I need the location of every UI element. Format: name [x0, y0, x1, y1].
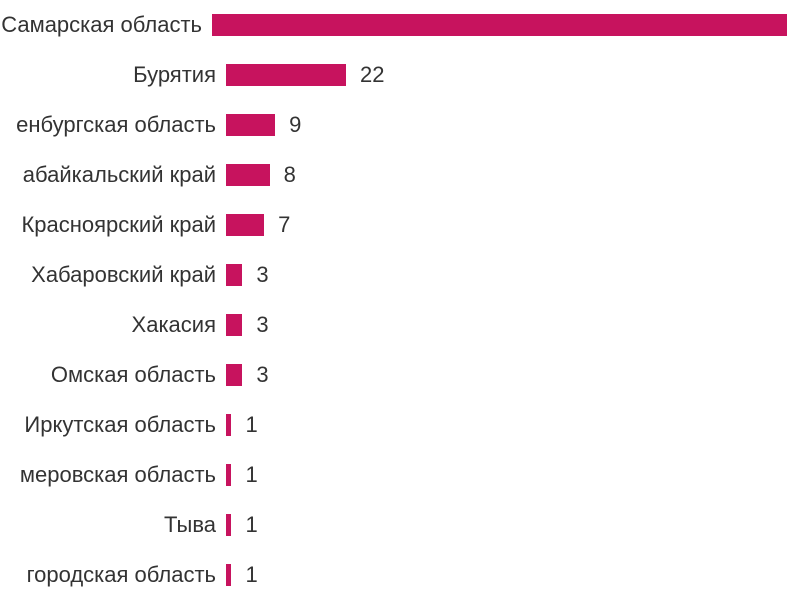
chart-row: Красноярский край 7	[0, 200, 801, 250]
chart-row: меровская область1	[0, 450, 801, 500]
bar	[212, 14, 787, 36]
chart-row: абайкальский край 8	[0, 150, 801, 200]
bar-label: городская область	[0, 562, 226, 588]
bar-area: 7	[226, 200, 801, 250]
bar-area: 3	[226, 350, 801, 400]
bar-label: Омская область	[0, 362, 226, 388]
bar-area: 8	[226, 150, 801, 200]
bar-value: 7	[264, 212, 290, 238]
bar	[226, 214, 264, 236]
bar-area	[212, 0, 801, 50]
bar	[226, 164, 270, 186]
bar-label: Бурятия	[0, 62, 226, 88]
bar	[226, 64, 346, 86]
bar-value: 9	[275, 112, 301, 138]
bar-value: 1	[231, 462, 257, 488]
bar	[226, 264, 242, 286]
bar-area: 1	[226, 400, 801, 450]
chart-row: Тыва1	[0, 500, 801, 550]
bar-area: 22	[226, 50, 801, 100]
bar-value: 1	[231, 412, 257, 438]
chart-row: Бурятия 22	[0, 50, 801, 100]
bar-area: 3	[226, 250, 801, 300]
bar-area: 3	[226, 300, 801, 350]
bar-value: 3	[242, 262, 268, 288]
bar-label: Иркутская область	[0, 412, 226, 438]
chart-row: Хакасия 3	[0, 300, 801, 350]
chart-row: городская область1	[0, 550, 801, 600]
bar-label: меровская область	[0, 462, 226, 488]
bar	[226, 364, 242, 386]
bar-label: енбургская область	[0, 112, 226, 138]
bar-area: 1	[226, 550, 801, 600]
bar	[226, 314, 242, 336]
chart-row: Самарская область	[0, 0, 801, 50]
bar	[226, 114, 275, 136]
chart-row: Иркутская область1	[0, 400, 801, 450]
bar-label: Красноярский край	[0, 212, 226, 238]
bar-value: 8	[270, 162, 296, 188]
bar-label: Самарская область	[0, 12, 212, 38]
horizontal-bar-chart: Самарская область Бурятия 22 енбургская обл…	[0, 0, 801, 601]
bar-value: 3	[242, 312, 268, 338]
bar-label: Хакасия	[0, 312, 226, 338]
bar-area: 1	[226, 500, 801, 550]
chart-row: Хабаровский край 3	[0, 250, 801, 300]
bar-value: 1	[231, 512, 257, 538]
bar-value: 1	[231, 562, 257, 588]
bar-value: 3	[242, 362, 268, 388]
bar-label: Хабаровский край	[0, 262, 226, 288]
bar-area: 9	[226, 100, 801, 150]
bar-label: Тыва	[0, 512, 226, 538]
chart-row: Омская область 3	[0, 350, 801, 400]
bar-area: 1	[226, 450, 801, 500]
chart-row: енбургская область 9	[0, 100, 801, 150]
bar-label: абайкальский край	[0, 162, 226, 188]
bar-value: 22	[346, 62, 384, 88]
